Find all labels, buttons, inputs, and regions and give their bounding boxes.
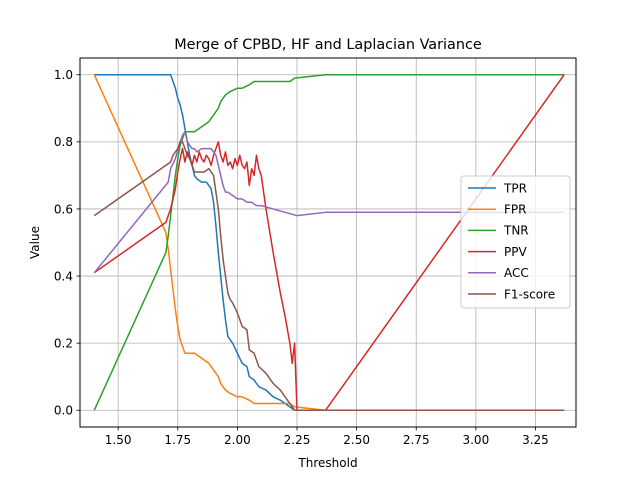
legend-label: TPR — [503, 181, 527, 195]
legend-label: ACC — [504, 266, 529, 280]
series-line-ppv — [93, 74, 565, 411]
series-line-acc — [93, 131, 565, 274]
series-line-tpr — [94, 74, 565, 411]
series-line-f1-score — [93, 141, 565, 411]
x-tick-label: 2.25 — [284, 433, 311, 447]
tick-layer: 1.50 1.75 2.00 2.25 2.50 2.75 3.00 3.25 0.0 0.2 0.… — [54, 68, 549, 447]
plot-frame — [79, 57, 577, 428]
x-tick-label: 2.00 — [224, 433, 251, 447]
x-tick-label: 1.75 — [164, 433, 191, 447]
series-line-tnr — [93, 74, 565, 411]
y-tick-label: 0.4 — [54, 269, 73, 283]
x-axis-title: Threshold — [297, 456, 357, 470]
y-axis-title: Value — [28, 226, 42, 259]
x-tick-label: 2.50 — [343, 433, 370, 447]
y-tick-label: 0.0 — [54, 404, 73, 418]
legend-label: FPR — [504, 203, 526, 217]
legend-label: F1-score — [504, 287, 555, 301]
chart-title: Merge of CPBD, HF and Laplacian Variance — [174, 37, 482, 53]
y-tick-label: 1.0 — [54, 68, 73, 82]
x-tick-label: 3.00 — [462, 433, 489, 447]
x-tick-label: 2.75 — [403, 433, 430, 447]
series-layer — [93, 74, 565, 411]
legend-label: TNR — [503, 224, 529, 238]
legend-label: PPV — [504, 245, 527, 259]
x-tick-label: 3.25 — [522, 433, 549, 447]
series-line-fpr — [93, 74, 565, 411]
y-tick-label: 0.2 — [54, 336, 73, 350]
legend: TPR FPR TNR PPV ACC F1-score — [460, 175, 571, 309]
y-tick-label: 0.8 — [54, 135, 73, 149]
y-tick-label: 0.6 — [54, 202, 73, 216]
x-tick-label: 1.50 — [105, 433, 132, 447]
